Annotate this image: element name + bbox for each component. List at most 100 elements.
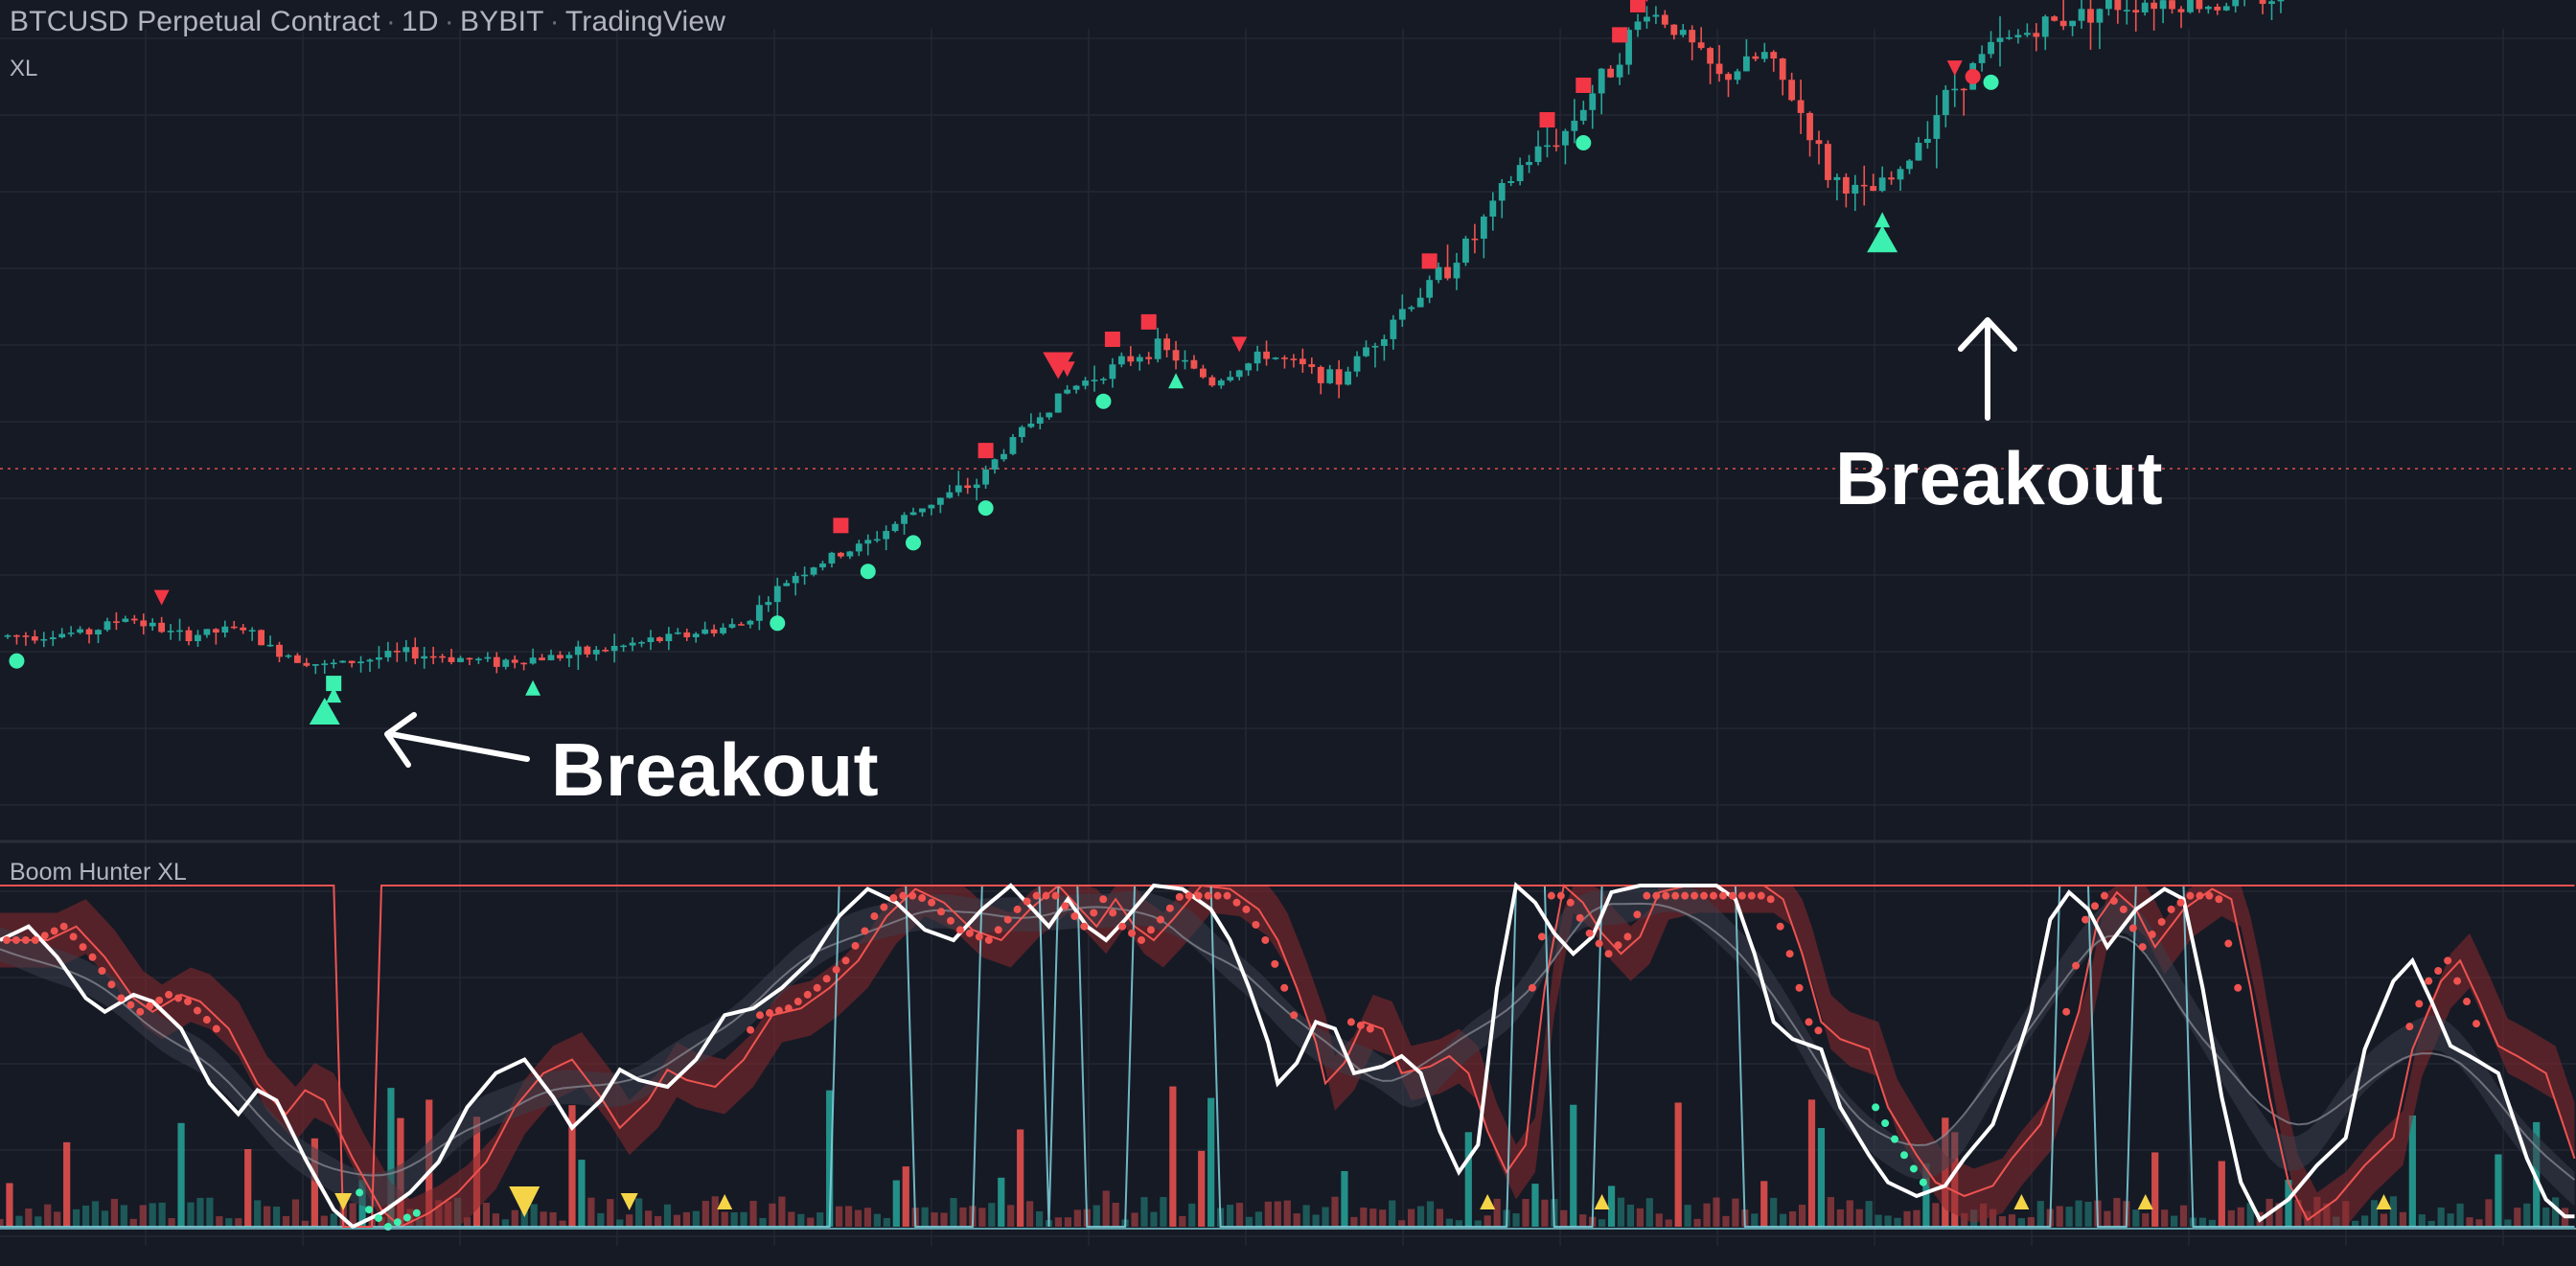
volume-bar xyxy=(120,1205,127,1227)
candle-body xyxy=(140,620,148,627)
volume-bar xyxy=(1293,1213,1300,1227)
volume-bar xyxy=(1636,1208,1644,1227)
oscillator-signal-dot xyxy=(1718,891,1727,900)
volume-bar xyxy=(2065,1207,2073,1227)
volume-bar xyxy=(2275,1203,2283,1227)
volume-bar xyxy=(2399,1211,2406,1227)
volume-bar xyxy=(587,1197,595,1227)
oscillator-signal-dot xyxy=(2100,891,2108,900)
candle-body xyxy=(864,540,872,544)
candle-body xyxy=(529,657,537,664)
oscillator-title[interactable]: Boom Hunter XL xyxy=(10,859,187,886)
oscillator-signal-dot xyxy=(69,932,78,941)
interval-label[interactable]: 1D xyxy=(402,6,439,37)
oscillator-signal-dot xyxy=(402,1213,411,1222)
candle-body xyxy=(1371,345,1379,348)
candle-body xyxy=(1082,380,1089,386)
volume-bar xyxy=(1140,1197,1148,1227)
oscillator-signal-dot xyxy=(2196,891,2204,900)
candle-body xyxy=(765,602,772,606)
candle-body xyxy=(339,660,347,663)
volume-bar xyxy=(568,1105,576,1227)
candle-body xyxy=(221,626,229,633)
candle-body xyxy=(1842,176,1850,194)
candle-body xyxy=(77,629,83,633)
oscillator-signal-dot xyxy=(1604,950,1613,958)
oscillator-signal-dot xyxy=(1872,1103,1880,1112)
volume-bar xyxy=(1474,1220,1482,1227)
candle-body xyxy=(311,664,319,666)
candle-body xyxy=(1480,216,1487,240)
candle-body xyxy=(1200,368,1207,378)
buy-circle-marker xyxy=(1983,74,1999,90)
volume-bar xyxy=(1922,1162,1930,1227)
indicator-tag[interactable]: XL xyxy=(10,56,38,81)
oscillator-signal-dot xyxy=(1109,909,1117,917)
volume-bar xyxy=(1961,1212,1968,1227)
candle-body xyxy=(539,657,545,660)
volume-bar xyxy=(654,1216,662,1227)
volume-bar xyxy=(788,1211,795,1227)
chart-header[interactable]: BTCUSD Perpetual Contract · 1D · BYBIT · Tradi… xyxy=(10,6,725,38)
candle-body xyxy=(1679,30,1687,35)
volume-bar xyxy=(940,1212,948,1227)
candle-body xyxy=(2222,6,2230,11)
candle-body xyxy=(248,630,256,632)
oscillator-signal-dot xyxy=(1776,922,1784,931)
candle-body xyxy=(1326,369,1334,383)
volume-bar xyxy=(2208,1219,2216,1227)
oscillator-signal-dot xyxy=(1366,1024,1374,1033)
oscillator-signal-dot xyxy=(1290,1011,1299,1020)
candle-body xyxy=(991,459,999,470)
oscillator-signal-dot xyxy=(918,894,927,903)
candle-body xyxy=(1860,184,1868,187)
volume-bar xyxy=(91,1201,100,1227)
volume-bar xyxy=(2485,1199,2493,1227)
candle-body xyxy=(1009,437,1017,454)
volume-bar xyxy=(1398,1220,1406,1227)
volume-bar xyxy=(1208,1097,1215,1227)
candle-body xyxy=(1453,263,1460,279)
volume-bar xyxy=(2017,1218,2025,1227)
volume-bar xyxy=(2370,1200,2379,1227)
volume-bar xyxy=(711,1196,719,1227)
volume-bar xyxy=(2227,1209,2235,1227)
volume-bar xyxy=(73,1208,80,1227)
volume-bar xyxy=(330,1213,337,1227)
oscillator-signal-dot xyxy=(1223,891,1231,900)
oscillator-signal-dot xyxy=(2176,898,2185,907)
candle-body xyxy=(1435,266,1442,281)
oscillator-bands xyxy=(0,886,2575,1227)
volume-bar xyxy=(63,1141,71,1227)
oscillator-signal-dot xyxy=(2224,939,2233,948)
oscillator-signal-dot xyxy=(1757,891,1765,900)
symbol-title[interactable]: BTCUSD Perpetual Contract xyxy=(10,6,380,37)
candle-body xyxy=(2114,0,2122,11)
header-separator: · xyxy=(444,6,454,37)
sell-square-marker xyxy=(1539,112,1555,128)
candle-body xyxy=(901,515,908,524)
oscillator-signal-dot xyxy=(851,941,860,950)
candle-body xyxy=(674,632,681,634)
candle-body xyxy=(276,644,283,657)
oscillator-signal-dot xyxy=(1051,891,1060,900)
oscillator-signal-dot xyxy=(2472,1020,2480,1028)
volume-bar xyxy=(272,1207,281,1227)
oscillator-signal-dot xyxy=(841,956,850,965)
candle-body xyxy=(1544,145,1551,148)
oscillator-signal-dot xyxy=(803,990,812,999)
oscillator-signal-dot xyxy=(155,996,164,1004)
oscillator-signal-dot xyxy=(79,943,87,952)
buy-triangle-marker xyxy=(525,679,541,696)
volume-bar xyxy=(492,1213,499,1227)
candle-body xyxy=(2150,2,2158,10)
candle-body xyxy=(1182,359,1188,362)
annotation-arrows xyxy=(384,317,2017,768)
oscillator-signal-dot xyxy=(1576,913,1584,922)
oscillator-signal-dot xyxy=(21,935,30,944)
sell-square-marker xyxy=(1421,253,1438,269)
oscillator-signal-dot xyxy=(889,894,898,903)
candle-body xyxy=(1245,363,1253,371)
